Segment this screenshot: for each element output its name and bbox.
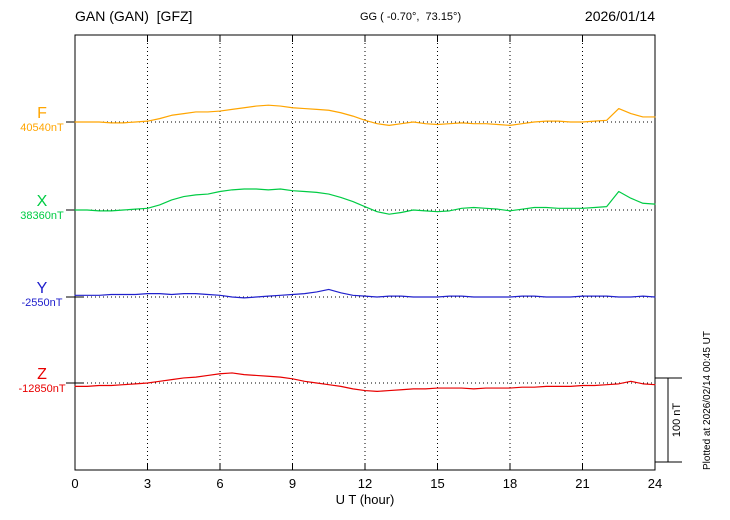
- trace-label-F: F 40540nT: [10, 105, 74, 135]
- trace-F: [74, 104, 656, 126]
- trace-label-X: X 38360nT: [10, 193, 74, 223]
- plotted-note: Plotted at 2026/02/14 00:45 UT: [702, 331, 713, 470]
- x-tick-label: 18: [503, 476, 517, 491]
- trace-letter-Y: Y: [36, 280, 48, 297]
- trace-label-Z: Z -12850nT: [10, 366, 74, 396]
- x-tick-label: 15: [430, 476, 444, 491]
- trace-Z: [74, 372, 656, 392]
- x-tick-label: 24: [648, 476, 662, 491]
- trace-Y: [74, 288, 656, 299]
- trace-baseline-value-Y: -2550nT: [21, 297, 63, 309]
- x-tick-label: 0: [71, 476, 78, 491]
- scalebar-label: 100 nT: [671, 402, 683, 438]
- station-title: GAN (GAN) [GFZ]: [75, 8, 193, 24]
- trace-baseline-value-X: 38360nT: [20, 210, 64, 222]
- trace-label-Y: Y -2550nT: [10, 280, 74, 310]
- trace-baseline-value-F: 40540nT: [20, 122, 64, 134]
- x-tick-label: 3: [144, 476, 151, 491]
- trace-letter-Z: Z: [37, 366, 47, 383]
- station-coords: GG ( -0.70°, 73.15°): [360, 11, 462, 23]
- plot-date: 2026/01/14: [584, 8, 655, 24]
- x-axis-label: U T (hour): [335, 492, 395, 507]
- x-tick-label: 12: [358, 476, 372, 491]
- trace-baseline-value-Z: -12850nT: [18, 383, 66, 395]
- trace-letter-X: X: [36, 193, 48, 210]
- trace-X: [74, 188, 656, 215]
- trace-letter-F: F: [37, 105, 47, 122]
- plot-frame: [74, 34, 656, 471]
- x-tick-label: 21: [575, 476, 589, 491]
- x-tick-label: 6: [216, 476, 223, 491]
- x-tick-label: 9: [289, 476, 296, 491]
